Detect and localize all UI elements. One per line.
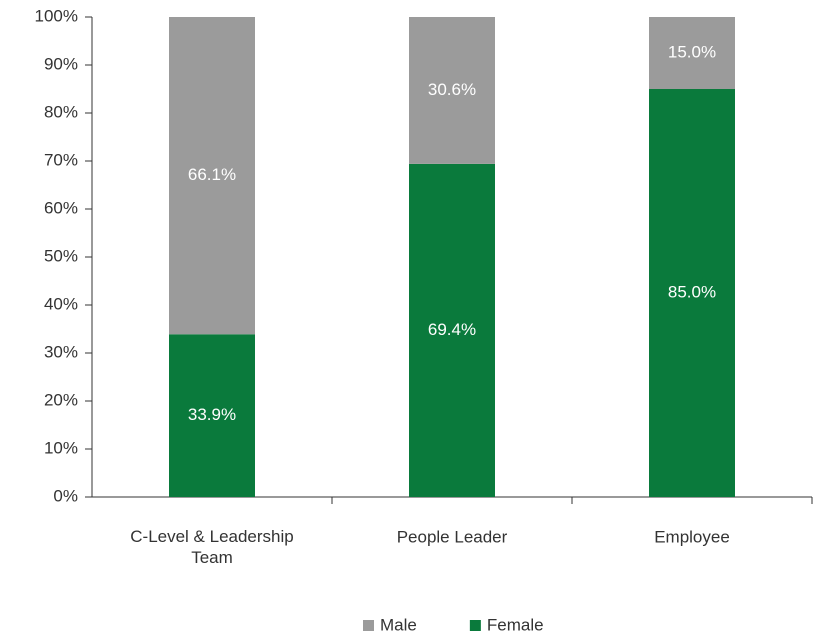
y-tick-label: 20% <box>44 390 78 409</box>
legend-swatch <box>363 620 374 631</box>
y-tick-label: 70% <box>44 150 78 169</box>
bar-segment <box>169 334 255 497</box>
y-tick-label: 0% <box>53 486 78 505</box>
y-tick-label: 30% <box>44 342 78 361</box>
value-label: 66.1% <box>188 165 236 184</box>
value-label: 33.9% <box>188 405 236 424</box>
x-tick-label: People Leader <box>397 527 508 546</box>
value-label: 69.4% <box>428 320 476 339</box>
y-tick-label: 50% <box>44 246 78 265</box>
x-tick-label: Employee <box>654 527 730 546</box>
bar-segment <box>649 89 735 497</box>
value-label: 30.6% <box>428 80 476 99</box>
y-tick-label: 100% <box>35 6 78 25</box>
legend-label: Female <box>487 615 544 634</box>
y-tick-label: 40% <box>44 294 78 313</box>
bar-segment <box>649 17 735 89</box>
legend-label: Male <box>380 615 417 634</box>
y-tick-label: 10% <box>44 438 78 457</box>
x-tick-label: C-Level & Leadership Team <box>130 527 293 567</box>
value-label: 15.0% <box>668 42 716 61</box>
legend-swatch <box>469 620 481 631</box>
bar-segment <box>409 163 495 497</box>
y-tick-label: 80% <box>44 102 78 121</box>
value-label: 85.0% <box>668 282 716 301</box>
y-tick-label: 60% <box>44 198 78 217</box>
bar-segment <box>409 17 495 164</box>
bar-segment <box>169 17 255 335</box>
y-tick-label: 90% <box>44 54 78 73</box>
